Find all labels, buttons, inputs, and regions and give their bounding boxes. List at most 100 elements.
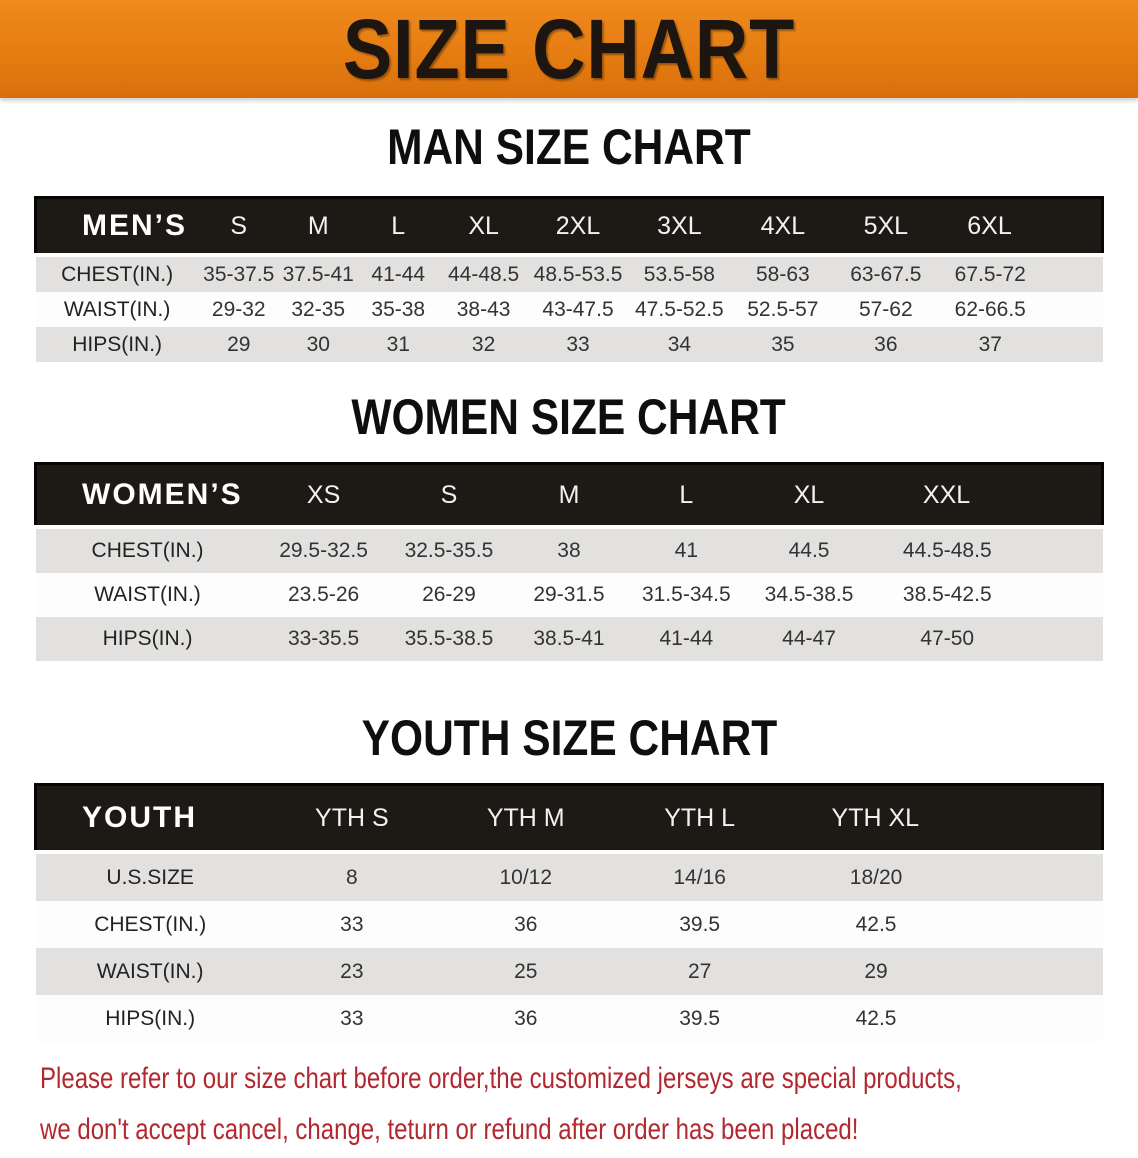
men-column-header: 3XL xyxy=(627,196,732,257)
table-cell: 32-35 xyxy=(278,292,358,327)
table-cell: 32 xyxy=(438,327,529,362)
table-cell: 29 xyxy=(786,948,1103,995)
table-cell: 37 xyxy=(937,327,1103,362)
women-column-header: S xyxy=(387,462,511,529)
table-cell: 62-66.5 xyxy=(937,292,1103,327)
disclaimer-line-2: we don't accept cancel, change, teturn o… xyxy=(40,1113,859,1146)
table-cell: 29.5-32.5 xyxy=(259,525,388,573)
men-column-header: XL xyxy=(438,196,529,257)
men-table-label: MEN’S xyxy=(33,196,199,257)
table-cell: 44-47 xyxy=(745,617,874,661)
banner-title: SIZE CHART xyxy=(342,2,796,96)
table-cell: 33 xyxy=(264,901,439,948)
table-cell: 36 xyxy=(438,995,613,1042)
table-cell: 34.5-38.5 xyxy=(745,573,874,617)
table-cell: 52.5-57 xyxy=(731,292,835,327)
men-size-table: MEN’S S M L XL 2XL 3XL 4XL 5XL 6XL CHEST… xyxy=(33,196,1105,362)
table-cell: 38.5-42.5 xyxy=(873,573,1103,617)
table-cell: 8 xyxy=(264,850,439,901)
table-cell: 35 xyxy=(731,327,835,362)
women-size-chart-title: WOMEN SIZE CHART xyxy=(0,392,1138,442)
men-column-header: 6XL xyxy=(937,196,1105,257)
women-chest-row: CHEST(IN.) 29.5-32.5 32.5-35.5 38 41 44.… xyxy=(35,525,1103,573)
row-label: HIPS(IN.) xyxy=(35,617,260,661)
men-waist-row: WAIST(IN.) 29-32 32-35 35-38 38-43 43-47… xyxy=(35,292,1103,327)
table-cell: 63-67.5 xyxy=(834,253,938,292)
youth-hips-row: HIPS(IN.) 33 36 39.5 42.5 xyxy=(35,995,1103,1042)
women-size-chart-title-text: WOMEN SIZE CHART xyxy=(351,389,787,445)
table-cell: 36 xyxy=(834,327,938,362)
table-cell: 47-50 xyxy=(873,617,1103,661)
women-hips-row: HIPS(IN.) 33-35.5 35.5-38.5 38.5-41 41-4… xyxy=(35,617,1103,661)
table-cell: 27 xyxy=(612,948,787,995)
table-cell: 33 xyxy=(264,995,439,1042)
youth-table-label: YOUTH xyxy=(33,783,265,854)
men-column-header: 5XL xyxy=(834,196,938,257)
table-cell: 31 xyxy=(357,327,439,362)
youth-chest-row: CHEST(IN.) 33 36 39.5 42.5 xyxy=(35,901,1103,948)
table-cell: 41-44 xyxy=(627,617,746,661)
youth-column-header: YTH M xyxy=(438,783,613,854)
women-size-table: WOMEN’S XS S M L XL XXL CHEST(IN.) 29.5-… xyxy=(33,462,1105,661)
youth-column-header: YTH L xyxy=(612,783,787,854)
table-cell: 43-47.5 xyxy=(528,292,628,327)
table-cell: 14/16 xyxy=(612,850,787,901)
table-cell: 44.5-48.5 xyxy=(873,525,1103,573)
table-cell: 30 xyxy=(278,327,358,362)
table-cell: 41 xyxy=(627,525,746,573)
table-cell: 58-63 xyxy=(731,253,835,292)
women-column-header: XL xyxy=(745,462,874,529)
youth-size-chart-title-text: YOUTH SIZE CHART xyxy=(361,710,777,766)
man-size-chart-title: MAN SIZE CHART xyxy=(0,122,1138,172)
women-header-row: WOMEN’S XS S M L XL XXL xyxy=(33,462,1105,529)
women-column-header: XS xyxy=(259,462,388,529)
table-cell: 35-37.5 xyxy=(198,253,279,292)
table-cell: 57-62 xyxy=(834,292,938,327)
table-cell: 41-44 xyxy=(357,253,439,292)
table-cell: 26-29 xyxy=(387,573,511,617)
women-waist-row: WAIST(IN.) 23.5-26 26-29 29-31.5 31.5-34… xyxy=(35,573,1103,617)
women-column-header: M xyxy=(510,462,628,529)
table-cell: 34 xyxy=(627,327,732,362)
youth-header-row: YOUTH YTH S YTH M YTH L YTH XL xyxy=(33,783,1104,854)
man-size-chart-title-text: MAN SIZE CHART xyxy=(387,119,751,175)
table-cell: 10/12 xyxy=(438,850,613,901)
men-header-row: MEN’S S M L XL 2XL 3XL 4XL 5XL 6XL xyxy=(33,196,1105,257)
men-hips-row: HIPS(IN.) 29 30 31 32 33 34 35 36 37 xyxy=(35,327,1103,362)
table-cell: 67.5-72 xyxy=(937,253,1103,292)
table-cell: 35.5-38.5 xyxy=(387,617,511,661)
size-chart-banner: SIZE CHART xyxy=(0,0,1138,98)
row-label: HIPS(IN.) xyxy=(35,327,199,362)
table-cell: 31.5-34.5 xyxy=(627,573,746,617)
table-cell: 29-31.5 xyxy=(510,573,628,617)
men-column-header: L xyxy=(357,196,439,257)
table-cell: 38.5-41 xyxy=(510,617,628,661)
row-label: WAIST(IN.) xyxy=(35,292,199,327)
youth-column-header: YTH XL xyxy=(786,783,1104,854)
table-cell: 47.5-52.5 xyxy=(627,292,732,327)
men-column-header: M xyxy=(278,196,358,257)
table-cell: 37.5-41 xyxy=(278,253,358,292)
men-column-header: 2XL xyxy=(528,196,628,257)
men-column-header: S xyxy=(198,196,279,257)
women-table-label: WOMEN’S xyxy=(33,462,260,529)
table-cell: 23.5-26 xyxy=(259,573,388,617)
row-label: WAIST(IN.) xyxy=(35,573,260,617)
row-label: U.S.SIZE xyxy=(35,850,265,901)
row-label: CHEST(IN.) xyxy=(35,525,260,573)
table-cell: 29-32 xyxy=(198,292,279,327)
table-cell: 38-43 xyxy=(438,292,529,327)
table-cell: 48.5-53.5 xyxy=(528,253,628,292)
table-cell: 39.5 xyxy=(612,901,787,948)
women-column-header: XXL xyxy=(873,462,1105,529)
youth-size-chart-title: YOUTH SIZE CHART xyxy=(0,713,1138,763)
table-cell: 35-38 xyxy=(357,292,439,327)
table-cell: 39.5 xyxy=(612,995,787,1042)
youth-waist-row: WAIST(IN.) 23 25 27 29 xyxy=(35,948,1103,995)
table-cell: 44.5 xyxy=(745,525,874,573)
row-label: WAIST(IN.) xyxy=(35,948,265,995)
table-cell: 23 xyxy=(264,948,439,995)
youth-column-header: YTH S xyxy=(264,783,439,854)
table-cell: 44-48.5 xyxy=(438,253,529,292)
table-cell: 33-35.5 xyxy=(259,617,388,661)
